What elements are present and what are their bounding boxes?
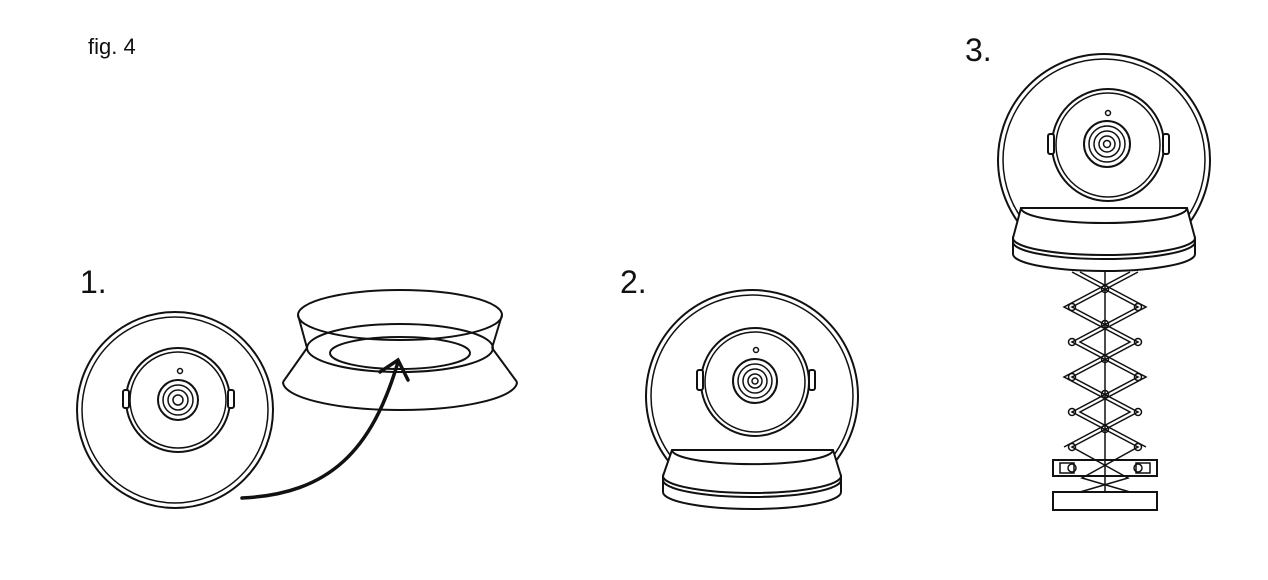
step-3-label: 3. [965, 32, 992, 68]
step-1-lens-icon [157, 379, 199, 421]
step-2-label: 2. [620, 264, 647, 300]
step-3-camera [997, 53, 1211, 272]
figure-label: fig. 4 [88, 34, 136, 59]
step-3-scissor-stand [1052, 271, 1158, 511]
step-3-lens-icon [1083, 120, 1131, 168]
step-2-lens-icon [732, 358, 778, 404]
step-1-label: 1. [80, 264, 107, 300]
step-1-arrow [240, 357, 410, 500]
step-1-stand-base [282, 289, 518, 411]
step-1-camera [76, 311, 274, 509]
step-2-assembled-camera [645, 289, 859, 510]
